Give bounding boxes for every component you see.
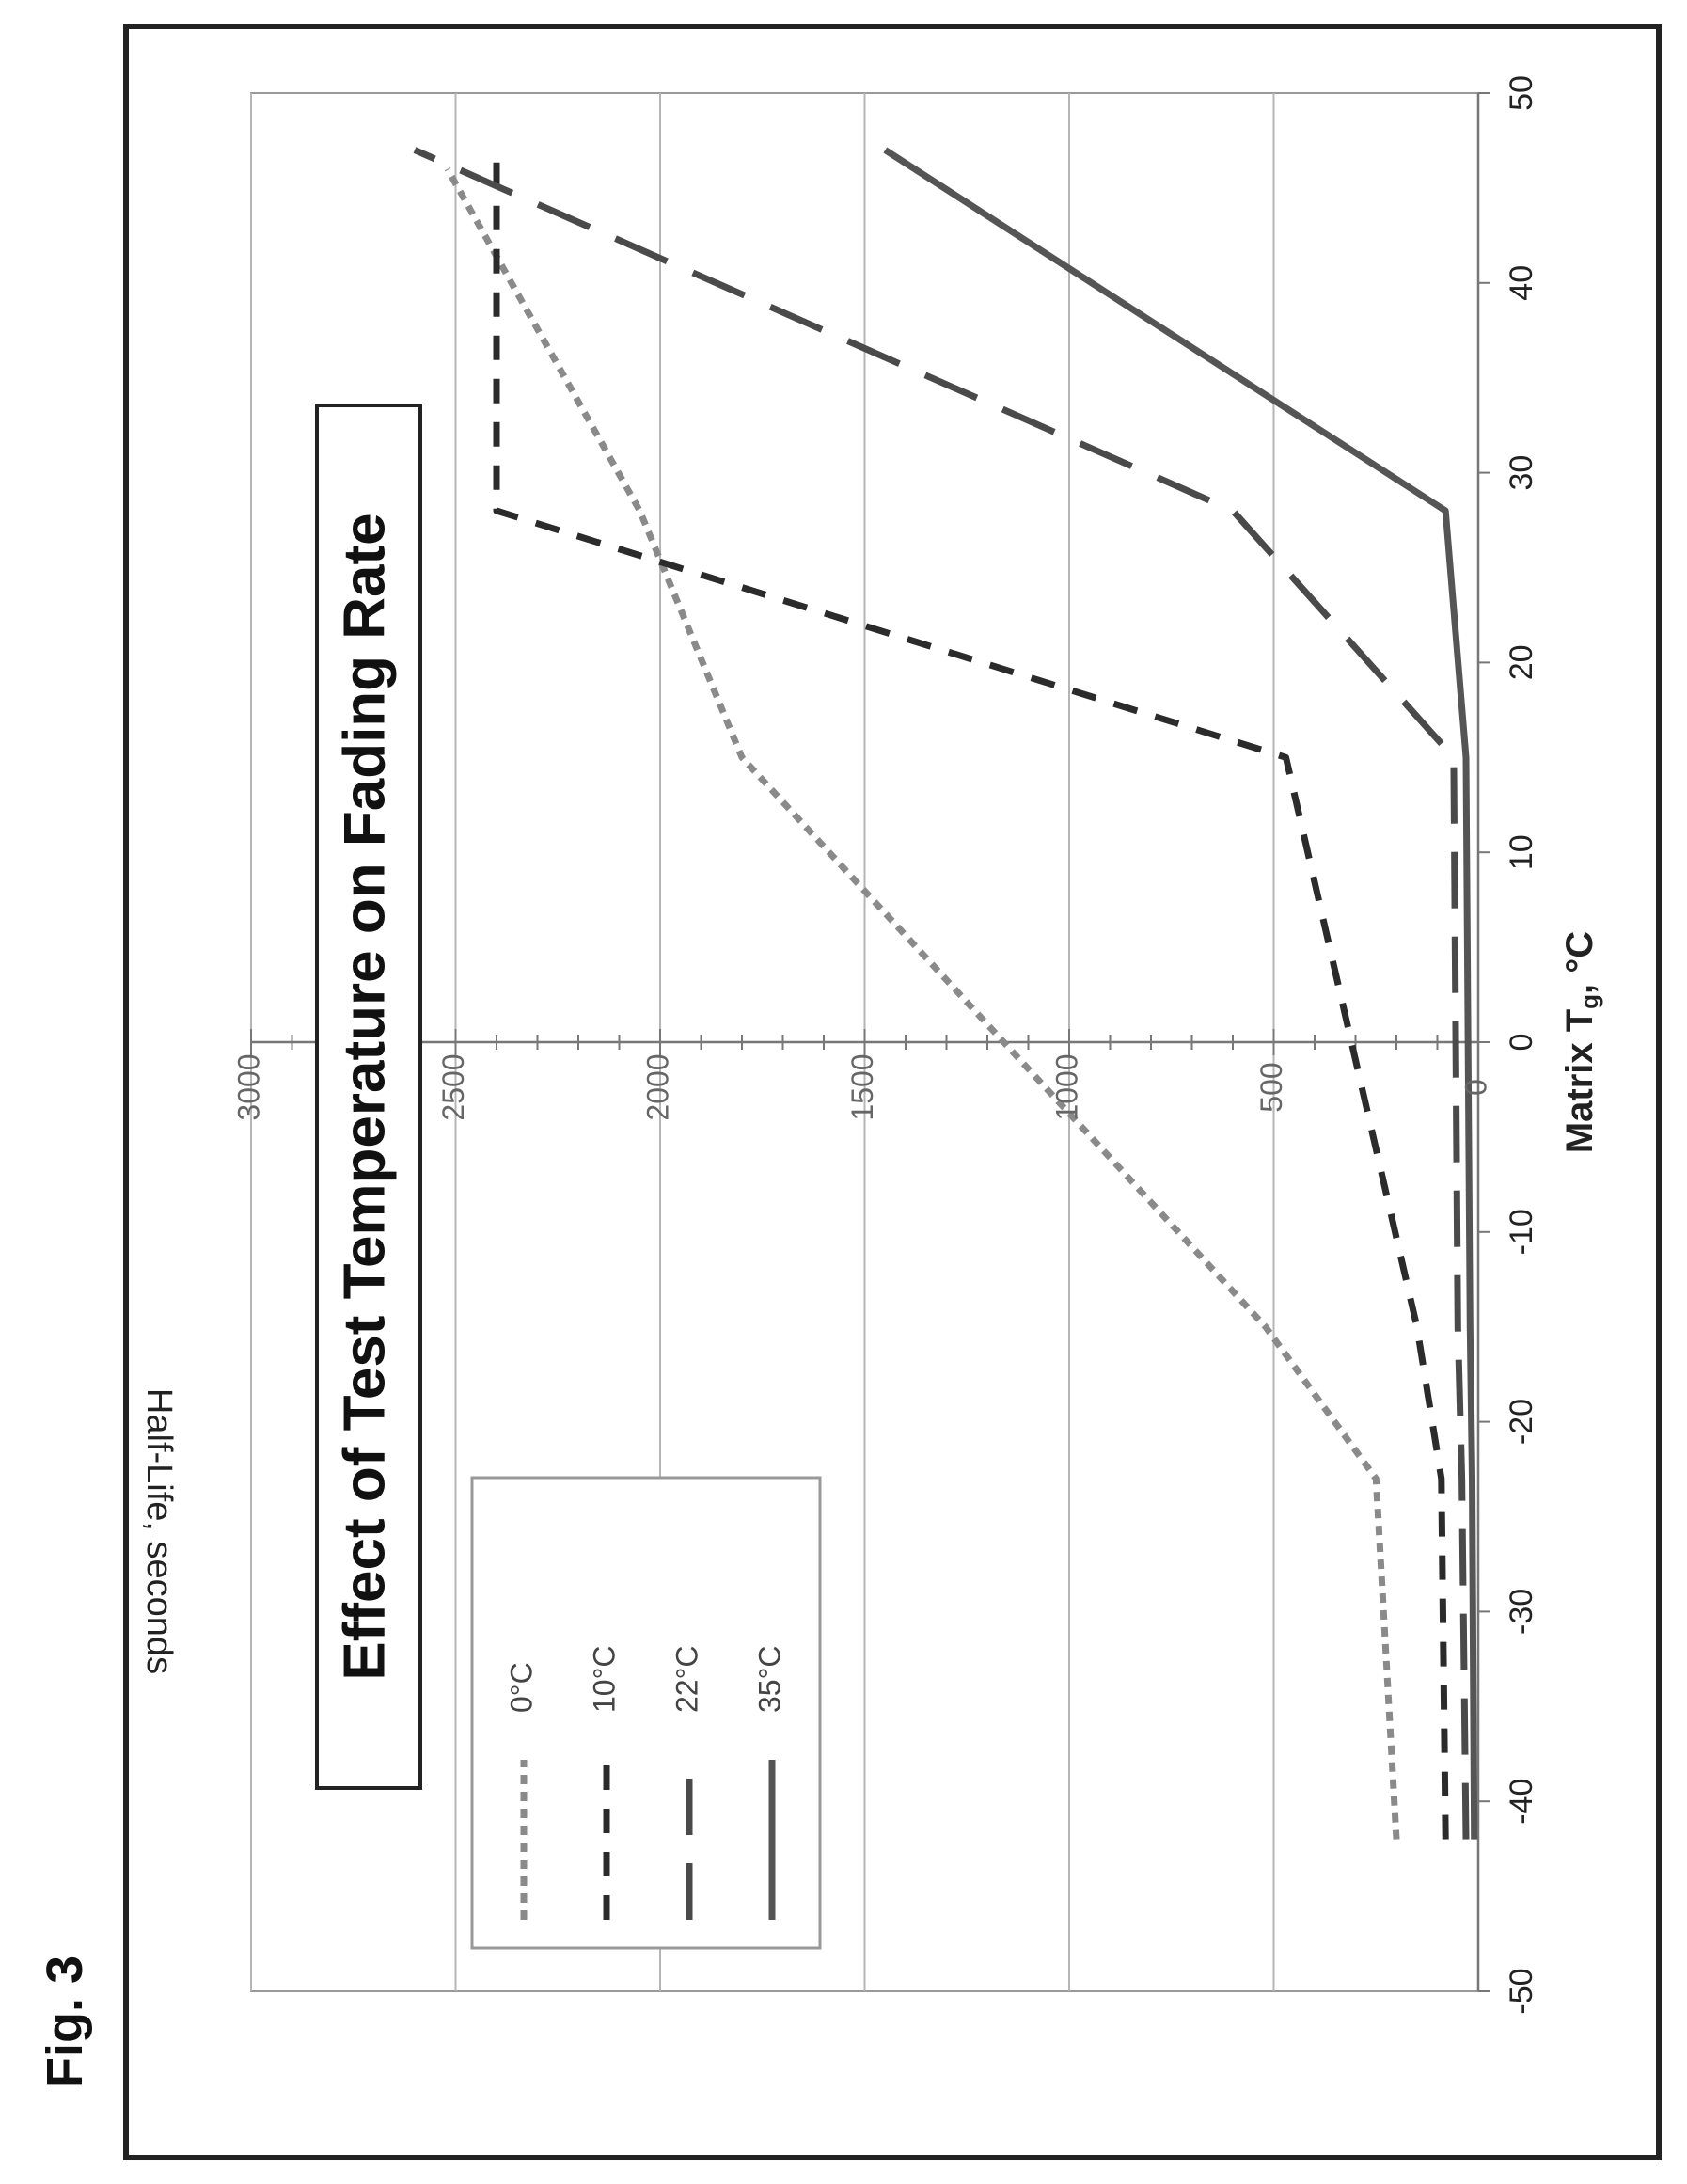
chart-frame: -50 -40 -30 -20 -10 0 10 20 30 40 50 0 500 1000 1500 20… (123, 24, 1662, 2160)
chart-title: Effect of Test Temperature on Fading Rat… (332, 513, 397, 1680)
y-tick-label: 1000 (1049, 1053, 1083, 1120)
legend-label-2: 10°C (587, 1646, 621, 1714)
x-tick-label: -40 (1504, 1779, 1539, 1825)
y-tick-label: 2000 (640, 1053, 674, 1120)
x-tick-label: -50 (1504, 1968, 1539, 2014)
x-tick-label: 40 (1504, 265, 1539, 301)
x-tick-label: 50 (1504, 75, 1539, 111)
y-tick-label: 2500 (436, 1053, 470, 1120)
chart-svg: -50-40-30-20-100102030405005001000150020… (139, 75, 1603, 2014)
x-tick-label: 30 (1504, 455, 1539, 491)
legend-label-1: 0°C (504, 1662, 538, 1713)
series-layer (413, 147, 1478, 1840)
series-line-3 (413, 147, 1470, 1840)
legend-label-4: 35°C (752, 1646, 786, 1714)
x-tick-label: -30 (1504, 1589, 1539, 1635)
legend-label-3: 22°C (670, 1646, 703, 1714)
legend-box (470, 1476, 822, 1950)
series-line-4 (883, 147, 1478, 1840)
figure-label: Fig. 3 (37, 1955, 93, 2088)
x-tick-label: 0 (1504, 1034, 1539, 1052)
x-tick-label: -20 (1504, 1399, 1539, 1445)
y-tick-label: 3000 (231, 1053, 265, 1120)
overlay: Effect of Test Temperature on Fading Rat… (315, 404, 822, 1950)
y-tick-label: 1500 (845, 1053, 879, 1120)
title-box (315, 404, 422, 1790)
y-tick-label: 500 (1254, 1062, 1288, 1112)
axes (250, 92, 1490, 1992)
x-axis-title: Matrix Tg, °C (1559, 931, 1603, 1153)
x-tick-label: 10 (1504, 834, 1539, 870)
x-tick-label: 20 (1504, 644, 1539, 680)
y-tick-label: 0 (1458, 1079, 1492, 1096)
x-tick-label: -10 (1504, 1209, 1539, 1255)
y-axis-title: Half-Life, seconds (139, 1388, 179, 1674)
tick-labels: -50-40-30-20-100102030405005001000150020… (139, 75, 1603, 2014)
series-line-1 (444, 166, 1400, 1840)
